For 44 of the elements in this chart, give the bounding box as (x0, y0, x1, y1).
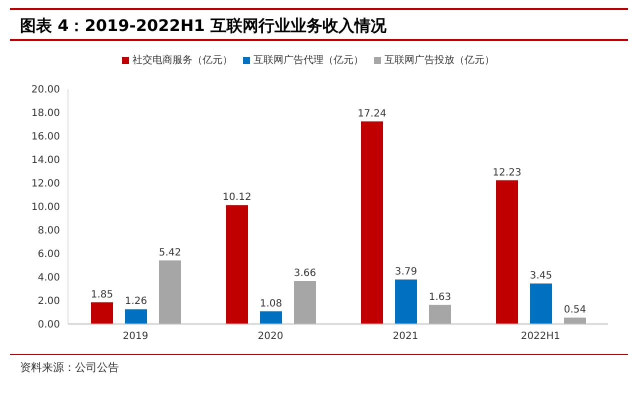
data-label: 5.42 (158, 247, 182, 258)
text: 资料来源：公司公告 (20, 360, 119, 375)
bar (564, 318, 586, 324)
y-tick-label: 10.00 (31, 202, 60, 214)
bar (294, 280, 316, 324)
data-label: 12.23 (492, 167, 522, 178)
y-tick-label: 6.00 (38, 249, 60, 260)
y-tick-label: 2.00 (38, 296, 60, 308)
bar (530, 283, 552, 324)
data-label: 17.24 (358, 108, 386, 120)
bar (159, 260, 181, 324)
data-label: 10.12 (222, 192, 252, 204)
data-label: 1.85 (90, 289, 114, 300)
y-tick-label: 4.00 (38, 272, 60, 284)
data-label: 1.63 (428, 292, 452, 303)
bar (125, 309, 147, 324)
bar (260, 311, 282, 324)
y-tick-label: 14.00 (31, 155, 60, 166)
bar (429, 304, 451, 324)
legend-label: 社交电商服务（亿元） (132, 55, 232, 66)
legend-label: 互联网广告投放（亿元） (384, 55, 494, 66)
data-label: 3.66 (294, 268, 316, 279)
x-tick-label: 2021 (392, 331, 418, 342)
x-tick-label: 2022H1 (520, 331, 560, 342)
y-tick-label: 20.00 (31, 84, 60, 96)
y-tick-label: 18.00 (31, 108, 60, 120)
data-label: 0.54 (564, 304, 586, 316)
bar (395, 279, 417, 324)
bar (226, 205, 248, 324)
data-label: 3.79 (394, 266, 418, 278)
data-label: 1.08 (260, 298, 282, 310)
y-tick-label: 0.00 (38, 320, 60, 331)
y-tick-label: 8.00 (38, 226, 60, 237)
y-tick-label: 12.00 (31, 178, 60, 190)
chart-title: 图表 4：2019-2022H1 互联网行业业务收入情况 (20, 16, 386, 37)
bar (91, 302, 113, 324)
y-tick-label: 16.00 (31, 132, 60, 143)
bar (361, 121, 383, 324)
data-label: 3.45 (530, 270, 552, 282)
x-tick-label: 2020 (258, 331, 284, 342)
x-tick-label: 2019 (122, 331, 148, 342)
data-label: 1.26 (124, 296, 148, 308)
legend-label: 互联网广告代理（亿元） (254, 55, 364, 66)
bar (496, 180, 518, 324)
